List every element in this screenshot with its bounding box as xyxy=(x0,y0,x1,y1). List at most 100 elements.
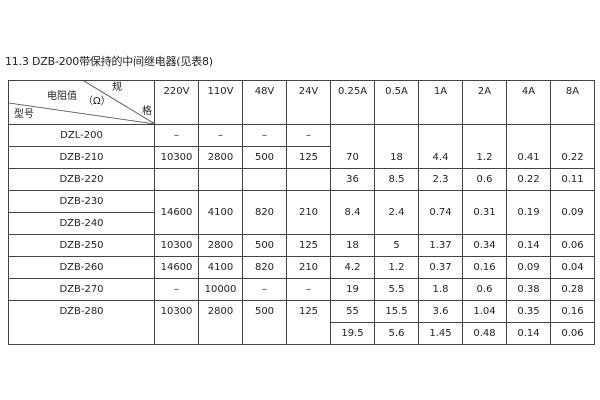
voltage-value-cell: – xyxy=(286,124,331,147)
current-value-cell: 55 xyxy=(330,300,375,323)
voltage-value-cell: – xyxy=(242,124,287,147)
table-row: DZB-270–10000– –19 5.5 1.8 0.6 0.38 0.28 xyxy=(8,278,595,301)
corner-header-cell: 规 电阻值 （Ω） 格 型号 xyxy=(8,80,155,125)
current-value-cell: 19 xyxy=(330,278,375,301)
voltage-value-cell: 2800 xyxy=(198,146,243,169)
voltage-value-cell: 500 xyxy=(242,234,287,257)
current-value-cell: 1.2 xyxy=(374,256,419,279)
voltage-value-cell: 210 xyxy=(286,190,331,235)
current-value-cell: 5 xyxy=(374,234,419,257)
current-value-cell: 0.11 xyxy=(550,168,595,191)
column-header: 0.25A xyxy=(330,80,375,125)
current-value-cell: 0.38 xyxy=(506,278,551,301)
voltage-value-cell: – xyxy=(242,278,287,301)
header-row: 规 电阻值 （Ω） 格 型号 220V 110V 48V 24V 0.25A 0.5A 1A… xyxy=(8,80,595,125)
voltage-value-cell: 500 xyxy=(242,300,287,345)
model-cell: DZB-250 xyxy=(8,234,155,257)
current-value-cell: 4.2 xyxy=(330,256,375,279)
table-row: DZB-230 14600 4100 820 210 8.4 2.4 0.74 0.31 0.19… xyxy=(8,190,595,235)
current-value-cell: 15.5 xyxy=(374,300,419,323)
voltage-value-cell: 500 xyxy=(242,146,287,169)
voltage-value-cell: 14600 xyxy=(154,256,199,279)
current-value-cell: 4.4 xyxy=(418,124,463,169)
voltage-value-cell: 10300 xyxy=(154,146,199,169)
voltage-value-cell xyxy=(198,168,243,191)
table-row: DZB-210 10300 2800 500 125 xyxy=(8,146,595,169)
current-value-cell: 36 xyxy=(330,168,375,191)
voltage-value-cell: 125 xyxy=(286,146,331,169)
voltage-value-cell: – xyxy=(286,278,331,301)
current-value-cell: 0.74 xyxy=(418,190,463,235)
current-value-cell: 0.6 xyxy=(462,278,507,301)
voltage-value-cell xyxy=(242,168,287,191)
current-value-cell: 8.4 xyxy=(330,190,375,235)
model-cell: DZB-230 xyxy=(8,190,155,213)
current-value-cell: 0.37 xyxy=(418,256,463,279)
current-value-cell: 0.04 xyxy=(550,256,595,279)
current-value-cell: 0.41 xyxy=(506,124,551,169)
model-cell: DZB-220 xyxy=(8,168,155,191)
model-cell: DZL-200 xyxy=(8,124,155,147)
current-value-cell: 0.31 xyxy=(462,190,507,235)
voltage-value-cell: 4100 xyxy=(198,256,243,279)
current-value-cell: 1.8 xyxy=(418,278,463,301)
voltage-value-cell: 10300 xyxy=(154,234,199,257)
current-value-cell: 0.09 xyxy=(506,256,551,279)
voltage-value-cell: 14600 xyxy=(154,190,199,235)
current-value-cell: 18 xyxy=(330,234,375,257)
voltage-value-cell: 2800 xyxy=(198,300,243,345)
current-value-cell: 0.22 xyxy=(550,124,595,169)
voltage-value-cell xyxy=(154,168,199,191)
current-value-cell: 0.34 xyxy=(462,234,507,257)
current-value-cell: 1.37 xyxy=(418,234,463,257)
current-value-cell: 3.6 xyxy=(418,300,463,323)
current-value-cell: 0.6 xyxy=(462,168,507,191)
current-value-cell: 5.5 xyxy=(374,278,419,301)
current-value-cell: 0.14 xyxy=(506,234,551,257)
voltage-value-cell: – xyxy=(154,124,199,147)
current-value-cell: 0.48 xyxy=(462,322,507,345)
table-row: DZB-220 36 8.5 2.3 0.6 0.22 0.11 xyxy=(8,168,595,191)
model-cell: DZB-210 xyxy=(8,146,155,169)
column-header: 4A xyxy=(506,80,551,125)
voltage-value-cell: 125 xyxy=(286,234,331,257)
column-header: 2A xyxy=(462,80,507,125)
voltage-value-cell: 10300 xyxy=(154,300,199,345)
current-value-cell: 0.06 xyxy=(550,322,595,345)
current-value-cell: 5.6 xyxy=(374,322,419,345)
table-row: DZB-260 14600 4100 820 210 4.2 1.2 0.37 0.16 0.09… xyxy=(8,256,595,279)
voltage-value-cell: – xyxy=(198,124,243,147)
current-value-cell: 18 xyxy=(374,124,419,169)
current-value-cell: 0.09 xyxy=(550,190,595,235)
model-cell: DZB-240 xyxy=(8,212,155,235)
current-value-cell: 19.5 xyxy=(330,322,375,345)
voltage-value-cell: 820 xyxy=(242,190,287,235)
column-header: 24V xyxy=(286,80,331,125)
table-row: DZB-250 10300 2800 500 125 18 5 1.37 0.34 0.14 0.0… xyxy=(8,234,595,257)
current-value-cell: 2.3 xyxy=(418,168,463,191)
current-value-cell: 0.19 xyxy=(506,190,551,235)
current-value-cell: 0.35 xyxy=(506,300,551,323)
model-cell: DZB-270 xyxy=(8,278,155,301)
corner-label-unit: （Ω） xyxy=(83,96,111,107)
table-row: 19.5 5.6 1.45 0.48 0.14 0.06 xyxy=(9,322,595,345)
corner-label-gui: 规 xyxy=(112,82,122,93)
current-value-cell: 0.16 xyxy=(550,300,595,323)
voltage-value-cell: 210 xyxy=(286,256,331,279)
relay-resistance-table: 规 电阻值 （Ω） 格 型号 220V 110V 48V 24V 0.25A 0.5A 1A… xyxy=(8,80,595,345)
current-value-cell: 0.06 xyxy=(550,234,595,257)
section-title: 11.3 DZB-200带保持的中间继电器(见表8) xyxy=(5,55,213,68)
current-value-cell: 1.45 xyxy=(418,322,463,345)
column-header: 48V xyxy=(242,80,287,125)
corner-label-ge: 格 xyxy=(142,106,152,117)
column-header: 8A xyxy=(550,80,595,125)
corner-label-resistance: 电阻值 xyxy=(47,91,77,102)
current-value-cell: 1.04 xyxy=(462,300,507,323)
current-value-cell: 0.16 xyxy=(462,256,507,279)
corner-label-model: 型号 xyxy=(14,109,34,120)
column-header: 220V xyxy=(154,80,199,125)
voltage-value-cell: 820 xyxy=(242,256,287,279)
current-value-cell: 0.22 xyxy=(506,168,551,191)
current-value-cell: 0.28 xyxy=(550,278,595,301)
table-row: DZB-280 10300 2800 500 125 55 15.5 3.6 1.04 0.35 0… xyxy=(8,300,595,345)
